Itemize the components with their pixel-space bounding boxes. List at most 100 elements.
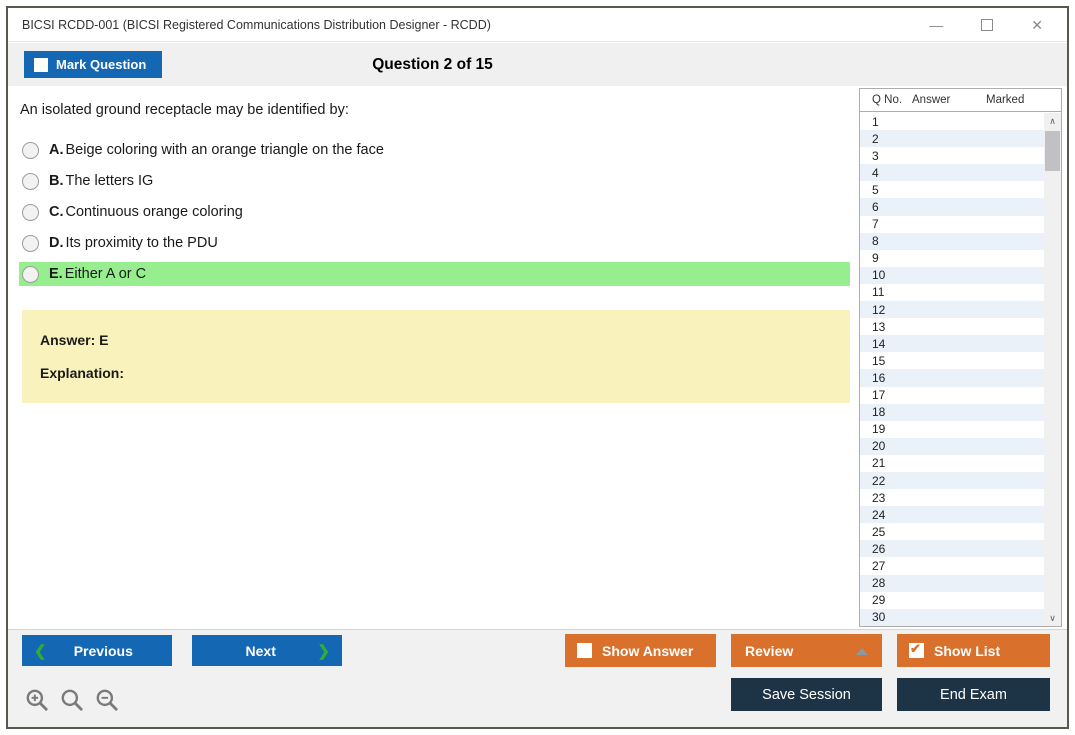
option-b[interactable]: B. The letters IG: [19, 169, 850, 193]
end-exam-button[interactable]: End Exam: [897, 678, 1050, 711]
question-list-header: Q No. Answer Marked: [860, 89, 1061, 112]
question-list-row[interactable]: 14: [860, 335, 1044, 353]
question-list-row[interactable]: 2: [860, 130, 1044, 148]
question-list-row[interactable]: 29: [860, 592, 1044, 609]
next-button[interactable]: Next ❯: [192, 635, 342, 666]
column-answer: Answer: [912, 94, 951, 106]
question-list-row[interactable]: 5: [860, 181, 1044, 198]
show-list-button[interactable]: Show List: [897, 634, 1050, 667]
question-list-rows: 1 2 3: [860, 113, 1044, 626]
window-controls: — ✕: [929, 18, 1053, 32]
row-qno: 8: [872, 234, 879, 249]
option-a-letter: A.: [49, 142, 64, 158]
scrollbar-thumb[interactable]: [1045, 131, 1060, 171]
previous-button[interactable]: ❮ Previous: [22, 635, 172, 666]
question-list-row[interactable]: 21: [860, 455, 1044, 472]
footer-bar: ❮ Previous Next ❯ Show Answer Review Sho…: [8, 629, 1067, 727]
zoom-controls: [24, 687, 120, 713]
question-list-row[interactable]: 11: [860, 284, 1044, 301]
next-label: Next: [245, 642, 276, 659]
zoom-reset-icon[interactable]: [59, 687, 85, 713]
row-qno: 12: [872, 302, 886, 317]
question-list-row[interactable]: 16: [860, 369, 1044, 387]
row-qno: 14: [872, 336, 886, 351]
maximize-icon[interactable]: [981, 18, 994, 31]
question-list-row[interactable]: 10: [860, 266, 1044, 284]
option-b-radio[interactable]: [22, 172, 39, 190]
question-list-row[interactable]: 20: [860, 437, 1044, 455]
option-c-text: Continuous orange coloring: [65, 204, 243, 220]
question-area: An isolated ground receptacle may be ide…: [8, 86, 1067, 629]
title-bar: BICSI RCDD-001 (BICSI Registered Communi…: [8, 8, 1067, 42]
row-qno: 16: [872, 370, 886, 385]
chevron-left-icon: ❮: [34, 642, 47, 660]
row-qno: 3: [872, 148, 879, 163]
question-list-panel: Q No. Answer Marked 1 2: [859, 88, 1062, 627]
option-c-letter: C.: [49, 204, 64, 220]
scroll-down-icon[interactable]: ∨: [1049, 612, 1056, 623]
question-list-row[interactable]: 13: [860, 318, 1044, 335]
option-e-text: Either A or C: [64, 266, 147, 282]
row-qno: 6: [872, 200, 879, 215]
question-text: An isolated ground receptacle may be ide…: [20, 102, 349, 118]
minimize-icon[interactable]: —: [929, 16, 944, 33]
question-list-row[interactable]: 24: [860, 506, 1044, 524]
review-label: Review: [745, 642, 794, 659]
mark-question-button[interactable]: Mark Question: [24, 51, 163, 78]
question-list-row[interactable]: 28: [860, 574, 1044, 592]
row-qno: 29: [872, 593, 886, 608]
question-list-row[interactable]: 18: [860, 403, 1044, 421]
option-e[interactable]: E. Either A or C: [19, 262, 850, 286]
option-e-radio[interactable]: [22, 265, 39, 283]
answer-label: Answer: E: [40, 332, 109, 348]
show-answer-button[interactable]: Show Answer: [565, 634, 716, 667]
end-exam-label: End Exam: [940, 686, 1007, 703]
question-list-row[interactable]: 6: [860, 198, 1044, 216]
question-list-row[interactable]: 12: [860, 301, 1044, 319]
column-marked: Marked: [986, 94, 1025, 106]
question-list-row[interactable]: 23: [860, 489, 1044, 506]
review-dropdown[interactable]: Review: [731, 634, 882, 667]
option-d-radio[interactable]: [22, 234, 39, 252]
close-icon[interactable]: ✕: [1031, 16, 1043, 33]
option-b-text: The letters IG: [65, 173, 154, 189]
row-qno: 9: [872, 251, 879, 266]
show-answer-checkbox[interactable]: [577, 643, 592, 658]
row-qno: 28: [872, 576, 886, 591]
option-a-radio[interactable]: [22, 141, 39, 159]
save-session-button[interactable]: Save Session: [731, 678, 882, 711]
row-qno: 25: [872, 524, 886, 539]
option-d[interactable]: D. Its proximity to the PDU: [19, 231, 850, 255]
option-c-radio[interactable]: [22, 203, 39, 221]
question-list-row[interactable]: 22: [860, 471, 1044, 490]
mark-question-checkbox[interactable]: [34, 57, 48, 72]
explanation-label: Explanation:: [40, 365, 125, 381]
option-a-text: Beige coloring with an orange triangle o…: [65, 142, 384, 158]
question-list-row[interactable]: 7: [860, 216, 1044, 233]
question-list-row[interactable]: 9: [860, 250, 1044, 267]
show-list-checkbox[interactable]: [909, 641, 924, 658]
question-list-row[interactable]: 25: [860, 523, 1044, 540]
question-list-row[interactable]: 17: [860, 387, 1044, 404]
question-list-row[interactable]: 4: [860, 164, 1044, 182]
row-qno: 19: [872, 422, 886, 437]
show-answer-label: Show Answer: [602, 642, 694, 659]
option-a[interactable]: A. Beige coloring with an orange triangle…: [19, 138, 850, 162]
question-list-row[interactable]: 30: [860, 608, 1044, 626]
question-list-row[interactable]: 15: [860, 352, 1044, 369]
row-qno: 17: [872, 388, 886, 403]
scroll-up-icon[interactable]: ∧: [1049, 115, 1056, 126]
question-list-row[interactable]: 19: [860, 421, 1044, 438]
zoom-in-icon[interactable]: [24, 687, 50, 713]
option-c[interactable]: C. Continuous orange coloring: [19, 200, 850, 224]
question-list-scrollbar[interactable]: ∧ ∨: [1044, 113, 1061, 626]
previous-label: Previous: [73, 642, 133, 659]
question-list-row[interactable]: 8: [860, 232, 1044, 250]
question-list-row[interactable]: 26: [860, 540, 1044, 558]
question-list-row[interactable]: 3: [860, 147, 1044, 164]
zoom-out-icon[interactable]: [94, 687, 120, 713]
question-list-row[interactable]: 1: [860, 113, 1044, 130]
option-d-letter: D.: [49, 235, 64, 251]
row-qno: 2: [872, 131, 879, 146]
question-list-row[interactable]: 27: [860, 557, 1044, 574]
